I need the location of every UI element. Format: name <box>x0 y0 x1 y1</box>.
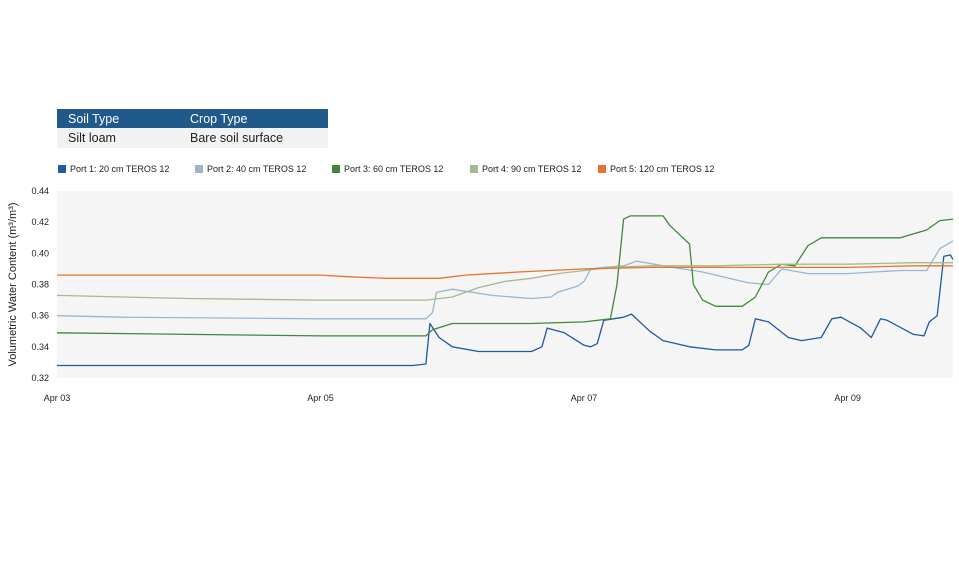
series-line-port-4 <box>56 262 953 301</box>
legend-item-port-2[interactable]: Port 2: 40 cm TEROS 12 <box>195 164 306 174</box>
x-tick-label: Apr 09 <box>834 393 861 403</box>
series-line-port-3 <box>56 215 954 337</box>
legend-label-port-2: Port 2: 40 cm TEROS 12 <box>207 164 307 174</box>
y-tick-label: 0.32 <box>31 373 49 383</box>
legend-swatch-port-4 <box>470 165 478 173</box>
legend-label-port-1: Port 1: 20 cm TEROS 12 <box>70 164 170 174</box>
header-soil-type: Soil Type <box>68 112 120 126</box>
legend-label-port-4: Port 4: 90 cm TEROS 12 <box>482 164 582 174</box>
y-tick-label: 0.42 <box>31 217 49 227</box>
header-crop-type: Crop Type <box>190 112 248 126</box>
legend-item-port-4[interactable]: Port 4: 90 cm TEROS 12 <box>470 164 581 174</box>
y-axis-ticks: 0.32 0.34 0.36 0.38 0.40 0.42 0.44 <box>31 186 49 383</box>
plot-area <box>57 191 953 378</box>
series-line-port-5 <box>57 265 953 279</box>
y-axis-label: Volumetric Water Content (m³/m³) <box>7 202 19 366</box>
cell-crop-type: Bare soil surface <box>190 131 284 145</box>
info-table-header: Soil Type Crop Type <box>57 109 328 128</box>
cell-soil-type: Silt loam <box>68 131 116 145</box>
legend-item-port-1[interactable]: Port 1: 20 cm TEROS 12 <box>58 164 169 174</box>
x-tick-label: Apr 03 <box>44 393 71 403</box>
legend-swatch-port-1 <box>58 165 66 173</box>
x-axis-ticks: Apr 03 Apr 05 Apr 07 Apr 09 <box>44 393 861 403</box>
x-tick-label: Apr 07 <box>571 393 598 403</box>
legend-item-port-5[interactable]: Port 5: 120 cm TEROS 12 <box>598 164 714 174</box>
legend-label-port-5: Port 5: 120 cm TEROS 12 <box>610 164 715 174</box>
x-tick-label: Apr 05 <box>307 393 334 403</box>
legend-item-port-3[interactable]: Port 3: 60 cm TEROS 12 <box>332 164 443 174</box>
y-tick-label: 0.44 <box>31 186 49 196</box>
series-line-port-1 <box>57 254 954 367</box>
series-line-port-2 <box>56 240 954 320</box>
y-tick-label: 0.38 <box>31 280 49 290</box>
y-tick-label: 0.34 <box>31 342 49 352</box>
legend-swatch-port-3 <box>332 165 340 173</box>
info-table-row: Silt loam Bare soil surface <box>57 128 328 148</box>
legend-swatch-port-2 <box>195 165 203 173</box>
y-tick-label: 0.36 <box>31 311 49 321</box>
info-table: Soil Type Crop Type Silt loam Bare soil … <box>57 109 328 148</box>
series-lines <box>56 215 954 367</box>
legend-swatch-port-5 <box>598 165 606 173</box>
y-tick-label: 0.40 <box>31 248 49 258</box>
legend-label-port-3: Port 3: 60 cm TEROS 12 <box>344 164 444 174</box>
